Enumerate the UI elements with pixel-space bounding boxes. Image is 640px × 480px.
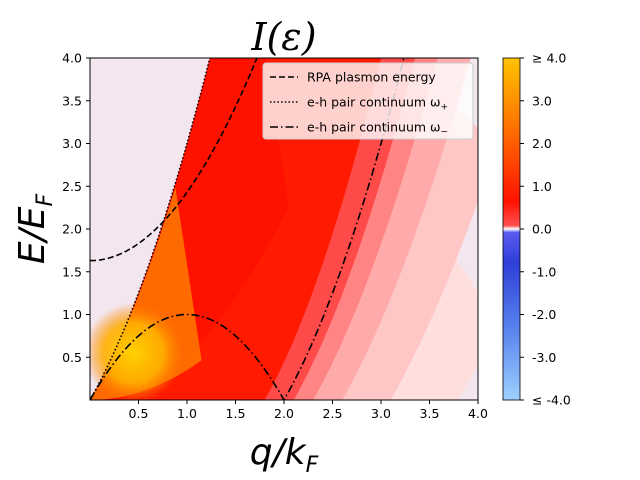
plot-area — [89, 57, 479, 401]
chart-title: I(ε) — [250, 15, 316, 59]
y-tick-label: 2.0 — [62, 222, 82, 237]
x-tick-label: 0.5 — [129, 406, 149, 421]
colorbar-tick-label: -1.0 — [532, 264, 556, 279]
colorbar-tick-label: -3.0 — [532, 350, 556, 365]
x-axis-label: q/kF — [250, 432, 319, 478]
colorbar-tick-label: ≤ -4.0 — [532, 393, 571, 408]
x-tick-label: 2.5 — [323, 406, 343, 421]
y-tick-label: 0.5 — [62, 350, 82, 365]
colorbar-tick-label: -2.0 — [532, 307, 556, 322]
x-axis: 0.5 1.0 1.5 2.0 2.5 3.0 3.5 4.0 — [129, 400, 488, 421]
y-tick-label: 3.5 — [62, 93, 82, 108]
colorbar-tick-label: 3.0 — [532, 93, 552, 108]
legend-label: e-h pair continuum ω− — [307, 120, 448, 138]
x-tick-label: 3.0 — [371, 406, 391, 421]
y-tick-label: 1.0 — [62, 307, 82, 322]
curves — [90, 58, 405, 400]
series-line-dashdot — [90, 58, 405, 400]
x-tick-label: 1.0 — [177, 406, 197, 421]
series-line-dashed — [90, 58, 258, 262]
colorbar: ≥ 4.0 3.0 2.0 1.0 0.0 -1.0 -2.0 -3.0 ≤ -4.0 — [502, 51, 571, 408]
chart-title-text: I(ε) — [250, 15, 316, 59]
colorbar-gradient — [502, 57, 521, 401]
y-tick-label: 2.5 — [62, 179, 82, 194]
y-axis: 0.5 1.0 1.5 2.0 2.5 3.0 3.5 4.0 — [62, 51, 90, 365]
heatmap-peak — [90, 302, 184, 400]
y-axis-label: E/EF — [12, 194, 58, 265]
y-tick-label: 4.0 — [62, 51, 82, 66]
legend-label: RPA plasmon energy — [307, 70, 436, 85]
x-tick-label: 2.0 — [274, 406, 294, 421]
colorbar-tick-label: 2.0 — [532, 136, 552, 151]
colorbar-tick-label: 1.0 — [532, 179, 552, 194]
legend-box — [262, 62, 474, 140]
colorbar-tick-label: ≥ 4.0 — [532, 51, 566, 66]
y-tick-label: 1.5 — [62, 264, 82, 279]
x-tick-label: 4.0 — [468, 406, 488, 421]
colorbar-tick-label: 0.0 — [532, 222, 552, 237]
x-tick-label: 3.5 — [420, 406, 440, 421]
legend-label: e-h pair continuum ω+ — [307, 95, 448, 113]
y-tick-label: 3.0 — [62, 136, 82, 151]
x-tick-label: 1.5 — [226, 406, 246, 421]
legend: RPA plasmon energy e-h pair continuum ω+ e… — [262, 62, 474, 140]
